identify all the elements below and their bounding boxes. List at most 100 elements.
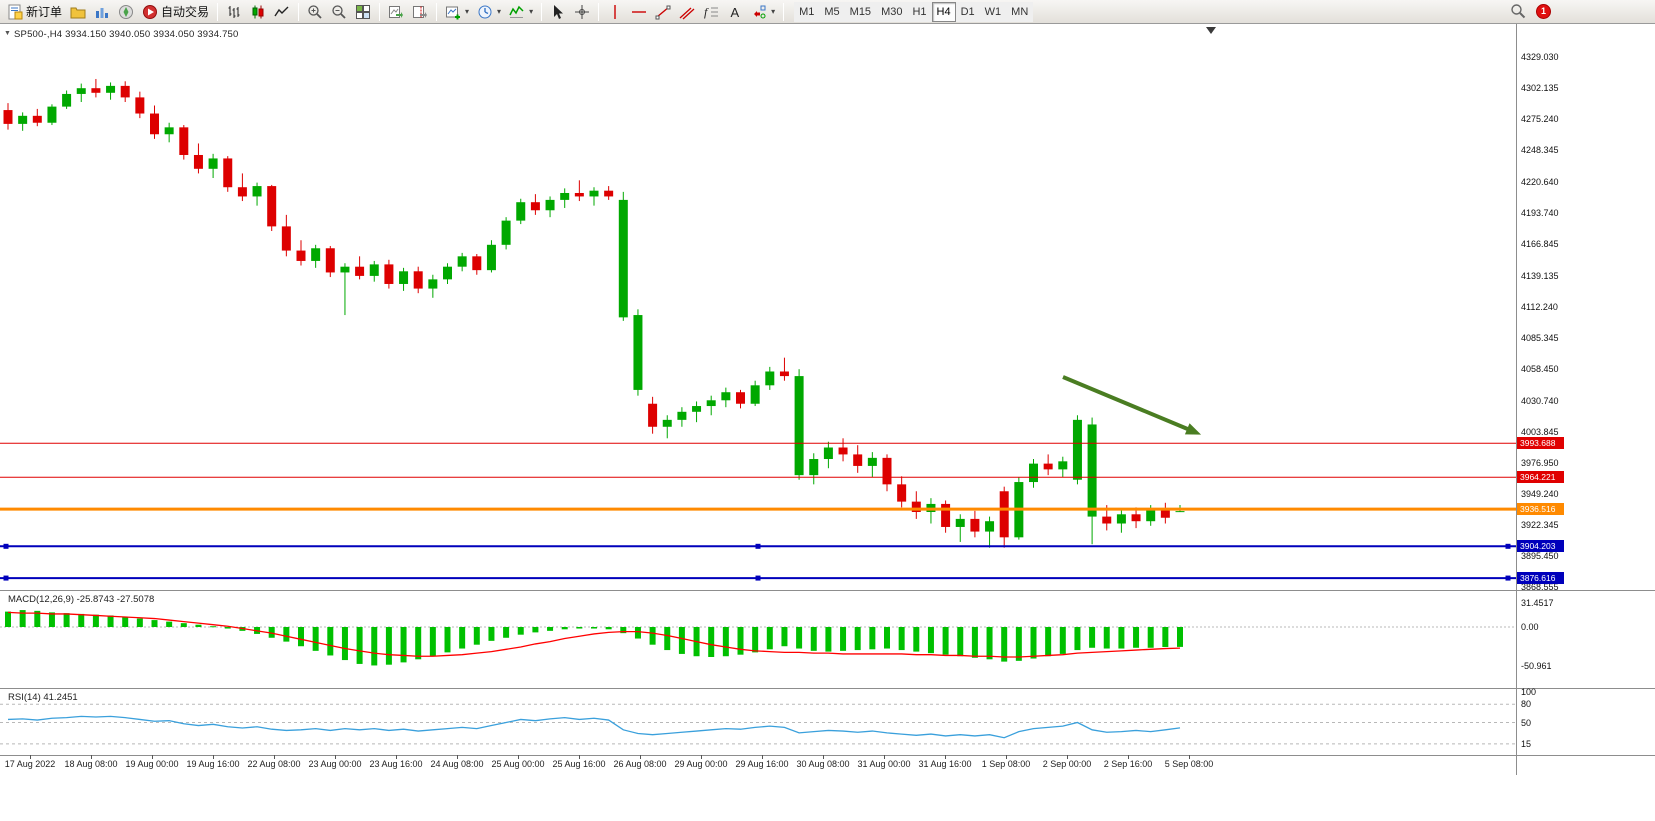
time-axis-label: 22 Aug 08:00 <box>247 759 301 769</box>
notification-badge[interactable]: 1 <box>1536 3 1551 19</box>
rsi-label: RSI(14) 41.2451 <box>8 692 78 703</box>
auto-trading-button[interactable]: 自动交易 <box>138 1 213 22</box>
zoom-in-button[interactable] <box>303 1 327 22</box>
text-tool-button[interactable]: A <box>723 1 747 22</box>
macd-panel-resizer[interactable] <box>0 590 1655 591</box>
time-axis-tick <box>579 755 580 759</box>
fibonacci-icon: f <box>703 4 719 20</box>
market-watch-button[interactable] <box>90 1 114 22</box>
time-axis-label: 29 Aug 16:00 <box>735 759 789 769</box>
price-scale-border <box>1516 24 1517 775</box>
line-chart-button[interactable] <box>270 1 294 22</box>
arrows-tool-button[interactable]: ▾ <box>747 1 779 22</box>
periods-button[interactable]: ▾ <box>473 1 505 22</box>
indicators-dropdown-caret: ▾ <box>529 7 534 16</box>
time-axis-label: 25 Aug 00:00 <box>491 759 545 769</box>
cursor-tool-button[interactable] <box>546 1 570 22</box>
time-axis-tick <box>640 755 641 759</box>
macd-canvas[interactable] <box>0 591 1516 688</box>
toolbar-right-group: 1 <box>1510 3 1551 19</box>
price-axis-label: 4302.135 <box>1521 83 1559 94</box>
time-axis-tick <box>1067 755 1068 759</box>
market-watch-icon <box>94 4 110 20</box>
timeframe-button-m30[interactable]: M30 <box>876 1 908 22</box>
trendline-icon <box>655 4 671 20</box>
timeframe-button-m1[interactable]: M1 <box>794 1 820 22</box>
chart-shift-marker[interactable] <box>1206 27 1216 34</box>
zoom-out-button[interactable] <box>327 1 351 22</box>
horizontal-line-tool-button[interactable] <box>627 1 651 22</box>
svg-text:f: f <box>704 5 709 19</box>
new-chart-button[interactable]: ▾ <box>441 1 473 22</box>
time-axis-label: 19 Aug 00:00 <box>125 759 179 769</box>
indicators-button[interactable]: ▾ <box>505 1 537 22</box>
rsi-axis-label: 50 <box>1521 717 1532 728</box>
timeframe-button-m15[interactable]: M15 <box>844 1 877 22</box>
macd-axis-label: -50.961 <box>1521 661 1552 672</box>
hline-price-badge: 3904.203 <box>1517 540 1564 553</box>
time-axis-label: 23 Aug 16:00 <box>369 759 423 769</box>
vertical-line-tool-button[interactable] <box>603 1 627 22</box>
rsi-axis-label: 80 <box>1521 699 1532 710</box>
chart-shift-icon <box>412 4 428 20</box>
bar-chart-button[interactable] <box>222 1 246 22</box>
candlestick-chart-button[interactable] <box>246 1 270 22</box>
toolbar-separator <box>541 2 543 21</box>
crosshair-tool-button[interactable] <box>570 1 594 22</box>
price-axis-label: 4193.740 <box>1521 207 1559 218</box>
time-axis-tick <box>884 755 885 759</box>
hline-price-badge: 3876.616 <box>1517 572 1564 585</box>
fibonacci-tool-button[interactable]: f <box>699 1 723 22</box>
time-axis-label: 18 Aug 08:00 <box>64 759 118 769</box>
toolbar-separator <box>436 2 438 21</box>
profiles-button[interactable] <box>66 1 90 22</box>
candlestick-chart-icon <box>250 4 266 20</box>
indicators-icon <box>509 4 525 20</box>
trendline-tool-button[interactable] <box>651 1 675 22</box>
timeframe-button-h4[interactable]: H4 <box>931 1 956 22</box>
hline-price-badge: 3964.221 <box>1517 471 1564 484</box>
price-axis-label: 4058.450 <box>1521 363 1559 374</box>
macd-axis-label: 0.00 <box>1521 622 1539 632</box>
new-chart-dropdown-caret: ▾ <box>465 7 470 16</box>
time-axis-tick <box>701 755 702 759</box>
timeframe-button-w1[interactable]: W1 <box>979 1 1007 22</box>
crosshair-icon <box>574 4 590 20</box>
new-order-button[interactable]: 新订单 <box>3 1 66 22</box>
price-chart-canvas[interactable] <box>0 26 1516 588</box>
tile-windows-button[interactable] <box>351 1 375 22</box>
timeframe-button-h1[interactable]: H1 <box>907 1 932 22</box>
rsi-canvas[interactable] <box>0 690 1516 754</box>
profiles-icon <box>70 4 86 20</box>
one-click-trading-toggle[interactable]: ▼ <box>4 30 11 37</box>
timeframe-button-m5[interactable]: M5 <box>819 1 845 22</box>
auto-scroll-button[interactable] <box>384 1 408 22</box>
time-axis-tick <box>396 755 397 759</box>
time-axis-label: 31 Aug 00:00 <box>857 759 911 769</box>
price-axis-label: 4329.030 <box>1521 52 1559 63</box>
cursor-icon <box>550 4 566 20</box>
chart-shift-button[interactable] <box>408 1 432 22</box>
time-axis-separator <box>0 755 1655 756</box>
navigator-button[interactable] <box>114 1 138 22</box>
tile-windows-icon <box>355 4 371 20</box>
horizontal-line-icon <box>631 4 647 20</box>
timeframe-button-mn[interactable]: MN <box>1006 1 1034 22</box>
time-axis-label: 30 Aug 08:00 <box>796 759 850 769</box>
timeframe-button-d1[interactable]: D1 <box>955 1 980 22</box>
arrows-shapes-icon <box>751 4 767 20</box>
price-axis-label: 4003.845 <box>1521 426 1559 437</box>
toolbar-separator <box>298 2 300 21</box>
svg-text:A: A <box>731 5 740 20</box>
price-axis-label: 4030.740 <box>1521 395 1559 406</box>
periods-dropdown-caret: ▾ <box>497 7 502 16</box>
price-axis-label: 4220.640 <box>1521 176 1559 187</box>
price-axis-label: 3976.950 <box>1521 457 1559 468</box>
rsi-panel-resizer[interactable] <box>0 688 1655 689</box>
channel-tool-button[interactable] <box>675 1 699 22</box>
price-axis-label: 4248.345 <box>1521 144 1559 155</box>
search-icon[interactable] <box>1510 3 1526 19</box>
price-axis-label: 4275.240 <box>1521 114 1559 124</box>
equidistant-channel-icon <box>679 4 695 20</box>
time-axis-tick <box>945 755 946 759</box>
